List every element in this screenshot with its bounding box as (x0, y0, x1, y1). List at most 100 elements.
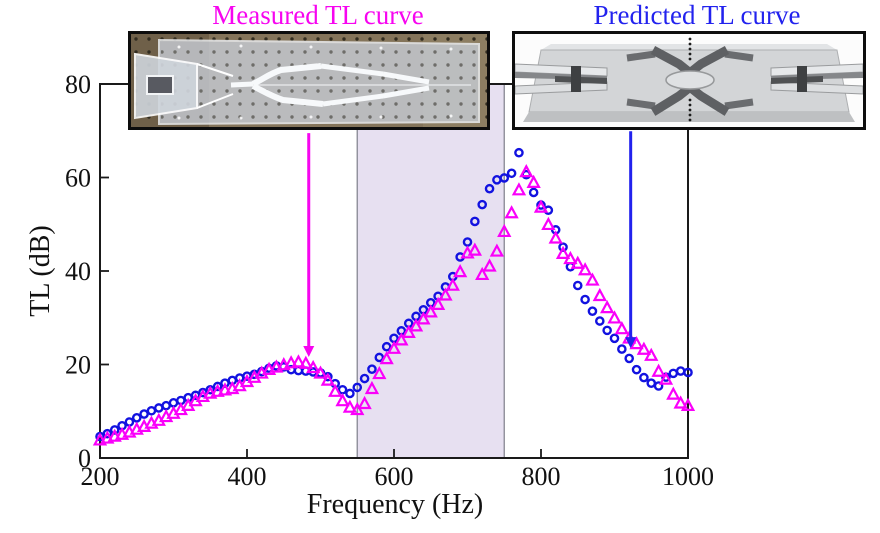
predicted-data-point (153, 403, 164, 413)
measured-data-point (335, 393, 350, 407)
predicted-data-point (139, 409, 149, 419)
x-axis-tick-label: 800 (522, 462, 561, 491)
predicted-data-point (374, 352, 385, 363)
measured-data-point (453, 264, 468, 278)
predicted-data-point (161, 400, 171, 411)
predicted-data-point (514, 147, 524, 158)
predicted-data-point (109, 425, 120, 435)
predicted-data-point (528, 187, 539, 198)
predicted-data-point (337, 384, 348, 395)
measured-data-point (511, 182, 527, 196)
measured-data-point (210, 383, 225, 397)
measured-data-point (430, 296, 446, 310)
measured-data-point (658, 371, 674, 385)
measured-data-point (673, 395, 688, 409)
predicted-data-point (675, 366, 686, 376)
predicted-data-point (146, 405, 157, 416)
y-axis-tick-label: 0 (78, 444, 91, 473)
predicted-data-point (131, 412, 142, 423)
x-axis-tick-label: 200 (81, 462, 120, 491)
measured-data-point (416, 311, 431, 325)
measured-data-point (401, 324, 416, 339)
predicted-data-point (367, 364, 377, 374)
measured-data-point (467, 242, 482, 256)
measured-callout-arrow-head (303, 346, 315, 358)
measured-data-point (519, 163, 534, 178)
measured-data-point (386, 340, 402, 354)
measured-data-point (555, 245, 571, 260)
measured-data-point (283, 355, 299, 369)
measured-data-point (423, 304, 438, 318)
measured-data-point (644, 347, 659, 361)
predicted-data-point (646, 378, 657, 389)
measured-data-point (482, 258, 497, 272)
measured-data-point (526, 174, 541, 188)
measured-data-point (666, 386, 681, 400)
predicted-data-point (595, 316, 605, 326)
measured-data-point (600, 300, 615, 314)
predicted-callout-arrow-head (625, 337, 637, 349)
measured-data-point (680, 397, 696, 411)
measured-data-point (306, 359, 321, 374)
measured-data-point (504, 205, 519, 219)
measured-data-point (614, 321, 629, 335)
predicted-data-point (572, 280, 583, 291)
predicted-data-point (609, 333, 620, 344)
measured-data-point (372, 365, 387, 380)
predicted-data-point (668, 368, 679, 379)
predicted-curve-title: Predicted TL curve (593, 0, 801, 30)
measured-data-point (541, 216, 556, 231)
measured-data-point (577, 262, 593, 276)
measured-data-point (445, 277, 460, 291)
measured-data-point (357, 395, 372, 410)
predicted-data-point (587, 306, 598, 317)
predicted-data-point (631, 364, 642, 375)
y-axis-tick-label: 80 (65, 70, 91, 99)
y-axis-tick-label: 60 (65, 164, 91, 193)
measured-data-point (313, 365, 328, 379)
measured-curve-title: Measured TL curve (212, 0, 424, 30)
measured-data-point (364, 380, 380, 395)
measured-data-point (636, 341, 652, 355)
measured-data-point (350, 401, 365, 416)
predicted-data-point (168, 398, 179, 408)
y-axis-label: TL (dB) (25, 225, 56, 317)
predicted-data-point (345, 388, 355, 399)
predicted-data-point (499, 173, 510, 183)
measured-data-point (394, 332, 409, 346)
x-axis-tick-label: 600 (375, 462, 414, 491)
x-axis-tick-label: 400 (228, 462, 267, 491)
measured-data-point (475, 266, 490, 281)
predicted-data-point (102, 428, 113, 439)
y-axis-tick-label: 20 (65, 351, 91, 380)
predicted-data-point (212, 381, 223, 392)
measured-data-point (489, 243, 505, 257)
measured-data-point (217, 382, 233, 396)
x-axis-tick-label: 1000 (662, 462, 714, 491)
predicted-data-point (653, 381, 664, 391)
measured-data-point (570, 255, 585, 269)
predicted-data-point (484, 183, 495, 194)
measured-data-point (629, 336, 644, 350)
predicted-data-point (602, 325, 612, 336)
predicted-data-point (683, 367, 693, 378)
measured-data-point (563, 250, 578, 265)
simulation-model-image (515, 34, 863, 127)
predicted-data-point (617, 344, 627, 354)
measured-data-point (533, 199, 549, 213)
measured-data-point (592, 287, 607, 302)
highlight-band (357, 85, 505, 457)
measured-data-point (298, 355, 313, 369)
predicted-data-point (352, 382, 363, 393)
specimen-photo-image (131, 34, 487, 127)
predicted-data-point (470, 216, 480, 227)
measured-data-point (379, 350, 394, 365)
predicted-data-point (506, 168, 517, 179)
predicted-data-point (558, 242, 568, 252)
predicted-data-point (580, 294, 590, 305)
measured-data-point (291, 354, 306, 368)
predicted-data-point (639, 372, 649, 383)
measured-data-point (438, 287, 453, 301)
